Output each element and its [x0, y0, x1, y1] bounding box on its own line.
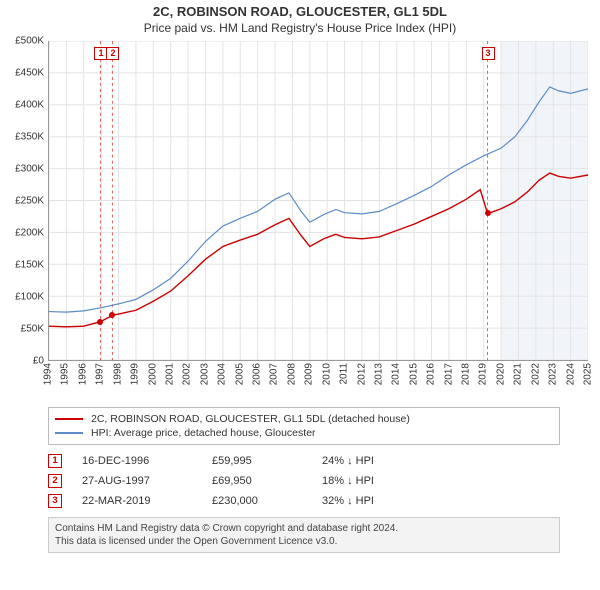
transaction-date: 27-AUG-1997 — [82, 475, 192, 487]
x-tick-label: 1997 — [95, 363, 106, 385]
y-tick-label: £200K — [15, 228, 44, 239]
license-line: Contains HM Land Registry data © Crown c… — [55, 522, 553, 535]
y-tick-label: £500K — [15, 36, 44, 47]
transaction-price: £59,995 — [212, 455, 302, 467]
y-tick-label: £150K — [15, 260, 44, 271]
plot-area: 123 — [48, 41, 588, 361]
x-tick-label: 2003 — [199, 363, 210, 385]
transactions-table: 1 16-DEC-1996 £59,995 24% ↓ HPI 2 27-AUG-1997… — [48, 451, 560, 511]
x-tick-label: 2001 — [164, 363, 175, 385]
x-tick-label: 2009 — [304, 363, 315, 385]
x-tick-label: 2023 — [548, 363, 559, 385]
legend-entry: 2C, ROBINSON ROAD, GLOUCESTER, GL1 5DL (… — [55, 412, 553, 426]
x-tick-label: 1994 — [43, 363, 54, 385]
x-tick-label: 2018 — [461, 363, 472, 385]
y-tick-label: £50K — [21, 324, 44, 335]
x-tick-label: 2012 — [356, 363, 367, 385]
sale-marker-label: 3 — [482, 47, 495, 60]
x-tick-label: 2025 — [583, 363, 594, 385]
transaction-diff: 18% ↓ HPI — [322, 475, 560, 487]
license-line: This data is licensed under the Open Gov… — [55, 535, 553, 548]
transaction-row: 1 16-DEC-1996 £59,995 24% ↓ HPI — [48, 451, 560, 471]
x-tick-label: 2021 — [513, 363, 524, 385]
y-tick-label: £450K — [15, 68, 44, 79]
license-notice: Contains HM Land Registry data © Crown c… — [48, 517, 560, 553]
page: 2C, ROBINSON ROAD, GLOUCESTER, GL1 5DL P… — [0, 0, 600, 590]
sale-marker-dot — [485, 210, 491, 216]
x-tick-label: 2002 — [182, 363, 193, 385]
x-tick-label: 2000 — [147, 363, 158, 385]
sale-marker-dot — [97, 319, 103, 325]
x-tick-label: 1999 — [130, 363, 141, 385]
transaction-price: £230,000 — [212, 495, 302, 507]
x-tick-label: 2014 — [391, 363, 402, 385]
transaction-id: 3 — [48, 494, 62, 508]
legend: 2C, ROBINSON ROAD, GLOUCESTER, GL1 5DL (… — [48, 407, 560, 445]
x-tick-label: 2024 — [565, 363, 576, 385]
transaction-id: 1 — [48, 454, 62, 468]
plot-svg — [49, 41, 588, 360]
y-tick-label: £300K — [15, 164, 44, 175]
legend-entry: HPI: Average price, detached house, Glou… — [55, 426, 553, 440]
legend-label: HPI: Average price, detached house, Glou… — [91, 427, 316, 439]
y-tick-label: £100K — [15, 292, 44, 303]
transaction-diff: 32% ↓ HPI — [322, 495, 560, 507]
x-tick-label: 2004 — [217, 363, 228, 385]
x-tick-label: 2017 — [443, 363, 454, 385]
x-tick-label: 2016 — [426, 363, 437, 385]
x-tick-label: 2020 — [495, 363, 506, 385]
y-tick-label: £350K — [15, 132, 44, 143]
legend-swatch — [55, 432, 83, 434]
y-tick-label: £250K — [15, 196, 44, 207]
chart-titles: 2C, ROBINSON ROAD, GLOUCESTER, GL1 5DL P… — [0, 0, 600, 37]
chart-title: 2C, ROBINSON ROAD, GLOUCESTER, GL1 5DL — [0, 4, 600, 19]
x-axis: 1994199519961997199819992000200120022003… — [48, 361, 588, 401]
legend-label: 2C, ROBINSON ROAD, GLOUCESTER, GL1 5DL (… — [91, 413, 410, 425]
chart-area: £0£50K£100K£150K£200K£250K£300K£350K£400… — [8, 41, 592, 401]
sale-marker-dot — [109, 312, 115, 318]
y-tick-label: £400K — [15, 100, 44, 111]
transaction-date: 16-DEC-1996 — [82, 455, 192, 467]
transaction-diff: 24% ↓ HPI — [322, 455, 560, 467]
x-tick-label: 2019 — [478, 363, 489, 385]
transaction-date: 22-MAR-2019 — [82, 495, 192, 507]
transaction-price: £69,950 — [212, 475, 302, 487]
x-tick-label: 1996 — [77, 363, 88, 385]
transaction-id: 2 — [48, 474, 62, 488]
x-tick-label: 2010 — [321, 363, 332, 385]
x-tick-label: 2013 — [373, 363, 384, 385]
transaction-row: 3 22-MAR-2019 £230,000 32% ↓ HPI — [48, 491, 560, 511]
x-tick-label: 2006 — [252, 363, 263, 385]
x-tick-label: 2008 — [286, 363, 297, 385]
sale-marker-label: 2 — [106, 47, 119, 60]
x-tick-label: 1995 — [60, 363, 71, 385]
transaction-row: 2 27-AUG-1997 £69,950 18% ↓ HPI — [48, 471, 560, 491]
x-tick-label: 2015 — [408, 363, 419, 385]
x-tick-label: 1998 — [112, 363, 123, 385]
x-tick-label: 2005 — [234, 363, 245, 385]
legend-swatch — [55, 418, 83, 420]
x-tick-label: 2022 — [530, 363, 541, 385]
x-tick-label: 2007 — [269, 363, 280, 385]
x-tick-label: 2011 — [339, 363, 350, 385]
series-property — [49, 173, 588, 327]
y-axis: £0£50K£100K£150K£200K£250K£300K£350K£400… — [8, 41, 48, 361]
series-hpi — [49, 87, 588, 312]
chart-subtitle: Price paid vs. HM Land Registry's House … — [0, 21, 600, 35]
